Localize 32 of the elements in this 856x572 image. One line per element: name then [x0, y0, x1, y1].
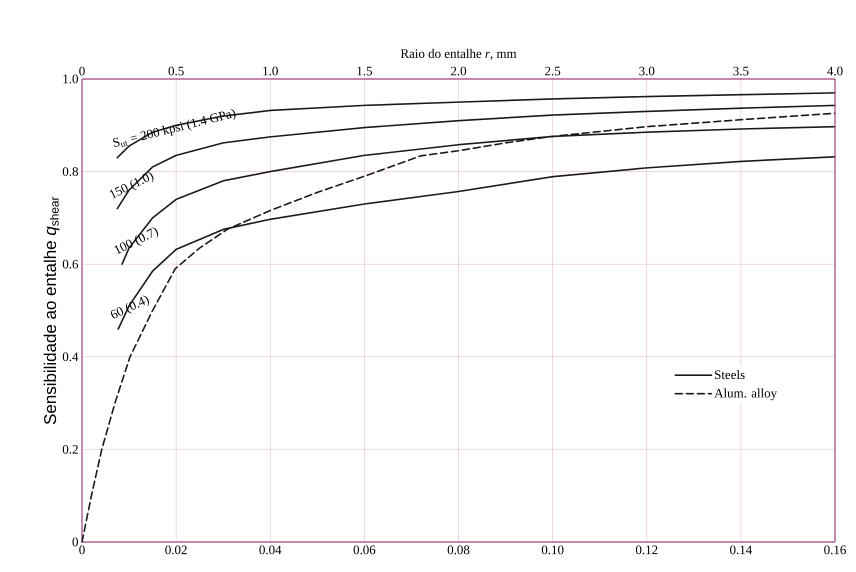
x2-tick-label: 3.5	[733, 66, 748, 76]
annotation: 150 (1.0)	[110, 172, 154, 199]
y-axis-title: Sensibilidade ao entalhe q$_{shear}$	[44, 196, 60, 424]
y-tick-label: 0.8	[62, 167, 78, 176]
x-tick-label: 0.04	[259, 546, 282, 554]
annotation: 60 (0.4)	[110, 296, 150, 318]
legend-label: Alum. alloy	[714, 388, 778, 400]
x-tick-label: 0.16	[824, 546, 846, 554]
x-tick-label: 0	[79, 546, 85, 554]
x2-tick-label: 2.5	[545, 66, 560, 76]
y-tick-label: 0.6	[62, 260, 78, 269]
y-tick-label: 1.0	[63, 74, 78, 84]
x-tick-label: 0.08	[448, 546, 470, 554]
annotation: 100 (0.7)	[114, 228, 158, 254]
y-tick-label: 0	[72, 538, 78, 546]
y-tick-label: 0.4	[62, 352, 78, 362]
x-tick-label: 0.06	[354, 546, 376, 554]
x-tick-label: 0.14	[730, 546, 752, 554]
annotation: S$_{ut}$ = 200 kpsi (1.4 GPa)	[113, 108, 236, 147]
legend-label: Steels	[715, 370, 745, 380]
x2-tick-label: 1.5	[357, 66, 372, 76]
x2-tick-label: 0.5	[168, 66, 184, 76]
x-tick-label: 0.10	[542, 546, 564, 554]
x2-axis-title: Raio do entalhe r, mm	[400, 48, 516, 60]
x-tick-label: 0.02	[165, 546, 187, 554]
x2-tick-label: 4.0	[827, 66, 843, 76]
x2-tick-label: 0	[79, 66, 85, 76]
x2-tick-label: 3.0	[639, 66, 654, 76]
x2-tick-label: 2.0	[450, 66, 466, 76]
x2-tick-label: 1.0	[263, 66, 278, 76]
y-tick-label: 0.2	[62, 444, 78, 454]
x-tick-label: 0.12	[636, 546, 658, 554]
